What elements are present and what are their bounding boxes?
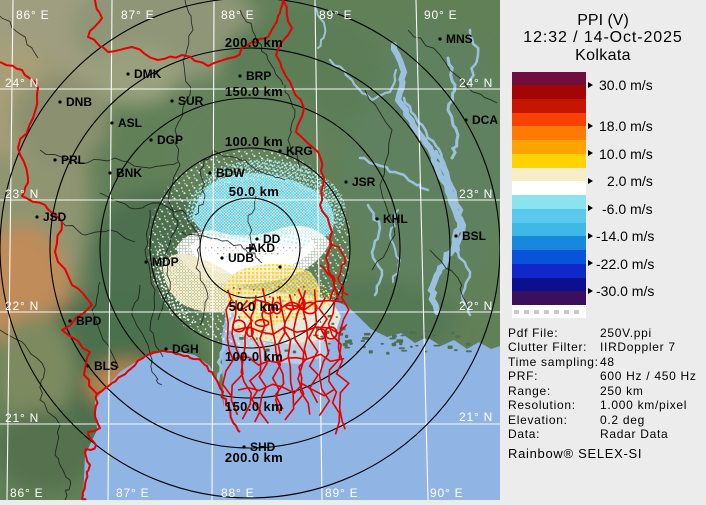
svg-text:150.0 km: 150.0 km [225, 399, 283, 414]
svg-text:87° E: 87° E [116, 486, 149, 500]
svg-text:BDW: BDW [216, 166, 245, 180]
svg-text:BSL: BSL [462, 229, 486, 243]
svg-text:22° N: 22° N [459, 299, 493, 313]
svg-text:89° E: 89° E [319, 8, 352, 22]
svg-text:JSD: JSD [43, 210, 67, 224]
svg-text:PRL: PRL [61, 153, 85, 167]
svg-text:KRG: KRG [286, 144, 313, 158]
svg-text:KHL: KHL [383, 212, 408, 226]
svg-text:200.0 km: 200.0 km [225, 450, 283, 465]
svg-text:88° E: 88° E [221, 8, 254, 22]
svg-text:DCA: DCA [472, 113, 498, 127]
svg-text:21° N: 21° N [5, 411, 39, 425]
svg-text:MNS: MNS [446, 32, 473, 46]
svg-text:23° N: 23° N [5, 187, 39, 201]
svg-text:22° N: 22° N [5, 299, 39, 313]
svg-text:BLS: BLS [94, 359, 118, 373]
svg-text:50.0 km: 50.0 km [229, 184, 280, 199]
svg-text:BNK: BNK [116, 166, 142, 180]
svg-text:100.0 km: 100.0 km [225, 349, 283, 364]
svg-text:UDB: UDB [228, 251, 254, 265]
svg-text:MDP: MDP [152, 255, 179, 269]
svg-text:88° E: 88° E [221, 486, 254, 500]
svg-text:BRP: BRP [246, 69, 271, 83]
svg-text:90° E: 90° E [424, 8, 457, 22]
svg-text:200.0 km: 200.0 km [225, 35, 283, 50]
svg-text:DNB: DNB [66, 95, 92, 109]
svg-text:DGH: DGH [172, 342, 199, 356]
svg-text:JSR: JSR [352, 175, 376, 189]
svg-text:SHD: SHD [250, 440, 276, 454]
svg-text:23° N: 23° N [459, 187, 493, 201]
svg-text:AKD: AKD [249, 241, 275, 255]
svg-text:50.0 km: 50.0 km [229, 299, 280, 314]
svg-text:21° N: 21° N [459, 410, 493, 424]
svg-text:24° N: 24° N [5, 76, 39, 90]
svg-text:DGP: DGP [157, 133, 183, 147]
svg-text:SUR: SUR [178, 94, 204, 108]
svg-text:100.0 km: 100.0 km [225, 134, 283, 149]
svg-text:86° E: 86° E [10, 486, 43, 500]
svg-text:87° E: 87° E [121, 8, 154, 22]
svg-text:ASL: ASL [118, 116, 142, 130]
svg-text:89° E: 89° E [325, 486, 358, 500]
svg-text:DMK: DMK [134, 67, 162, 81]
svg-text:150.0 km: 150.0 km [225, 84, 283, 99]
svg-text:BPD: BPD [76, 314, 102, 328]
svg-text:DD: DD [263, 232, 281, 246]
svg-text:24° N: 24° N [459, 76, 493, 90]
svg-text:86° E: 86° E [16, 8, 49, 22]
svg-text:90° E: 90° E [430, 486, 463, 500]
